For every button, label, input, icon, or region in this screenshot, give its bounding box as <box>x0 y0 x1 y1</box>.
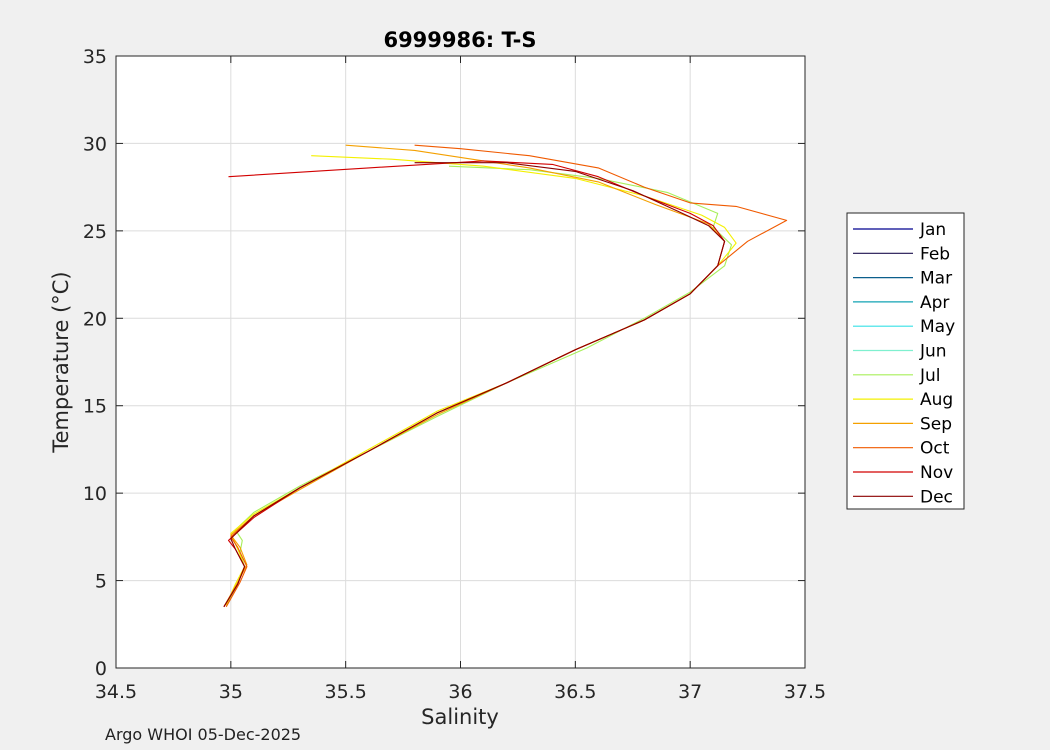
y-tick-label: 30 <box>83 133 107 155</box>
y-tick-label: 10 <box>83 483 107 505</box>
y-tick-label: 0 <box>95 658 107 680</box>
legend-label-sep: Sep <box>920 414 952 434</box>
x-tick-label: 37 <box>678 681 702 703</box>
y-axis-label: Temperature (°C) <box>49 271 73 453</box>
x-tick-label: 35.5 <box>325 681 367 703</box>
x-tick-label: 36 <box>448 681 472 703</box>
x-tick-label: 34.5 <box>95 681 137 703</box>
x-axis-label: Salinity <box>421 705 499 729</box>
legend-label-may: May <box>920 317 955 337</box>
chart-title: 6999986: T-S <box>383 28 536 52</box>
y-tick-label: 35 <box>83 46 107 68</box>
y-tick-label: 5 <box>95 571 107 593</box>
legend: Jan Feb Mar Apr May Jun Jul Aug Sep Oct Nov Dec <box>846 212 965 510</box>
legend-label-mar: Mar <box>920 269 952 289</box>
footer-credit: Argo WHOI 05-Dec-2025 <box>105 725 302 744</box>
x-tick-label: 37.5 <box>784 681 826 703</box>
x-tick-label: 35 <box>219 681 243 703</box>
legend-label-feb: Feb <box>920 244 950 264</box>
legend-label-jul: Jul <box>919 366 941 386</box>
y-tick-label: 20 <box>83 308 107 330</box>
legend-label-jun: Jun <box>919 342 947 362</box>
y-tick-label: 25 <box>83 221 107 243</box>
y-tick-label: 15 <box>83 396 107 418</box>
legend-label-oct: Oct <box>920 439 950 459</box>
legend-label-jan: Jan <box>919 220 946 240</box>
series-line-dec <box>223 162 726 608</box>
legend-label-dec: Dec <box>920 487 953 507</box>
series-layer <box>223 144 788 608</box>
legend-label-apr: Apr <box>920 293 949 313</box>
legend-box <box>846 212 965 510</box>
ticks: 34.5 35 35.5 36 36.5 37 37.5 0 5 10 15 20 25 30 35 <box>83 46 826 703</box>
x-tick-label: 36.5 <box>554 681 596 703</box>
legend-label-nov: Nov <box>920 463 953 483</box>
legend-label-aug: Aug <box>920 390 953 410</box>
grid <box>116 56 805 668</box>
